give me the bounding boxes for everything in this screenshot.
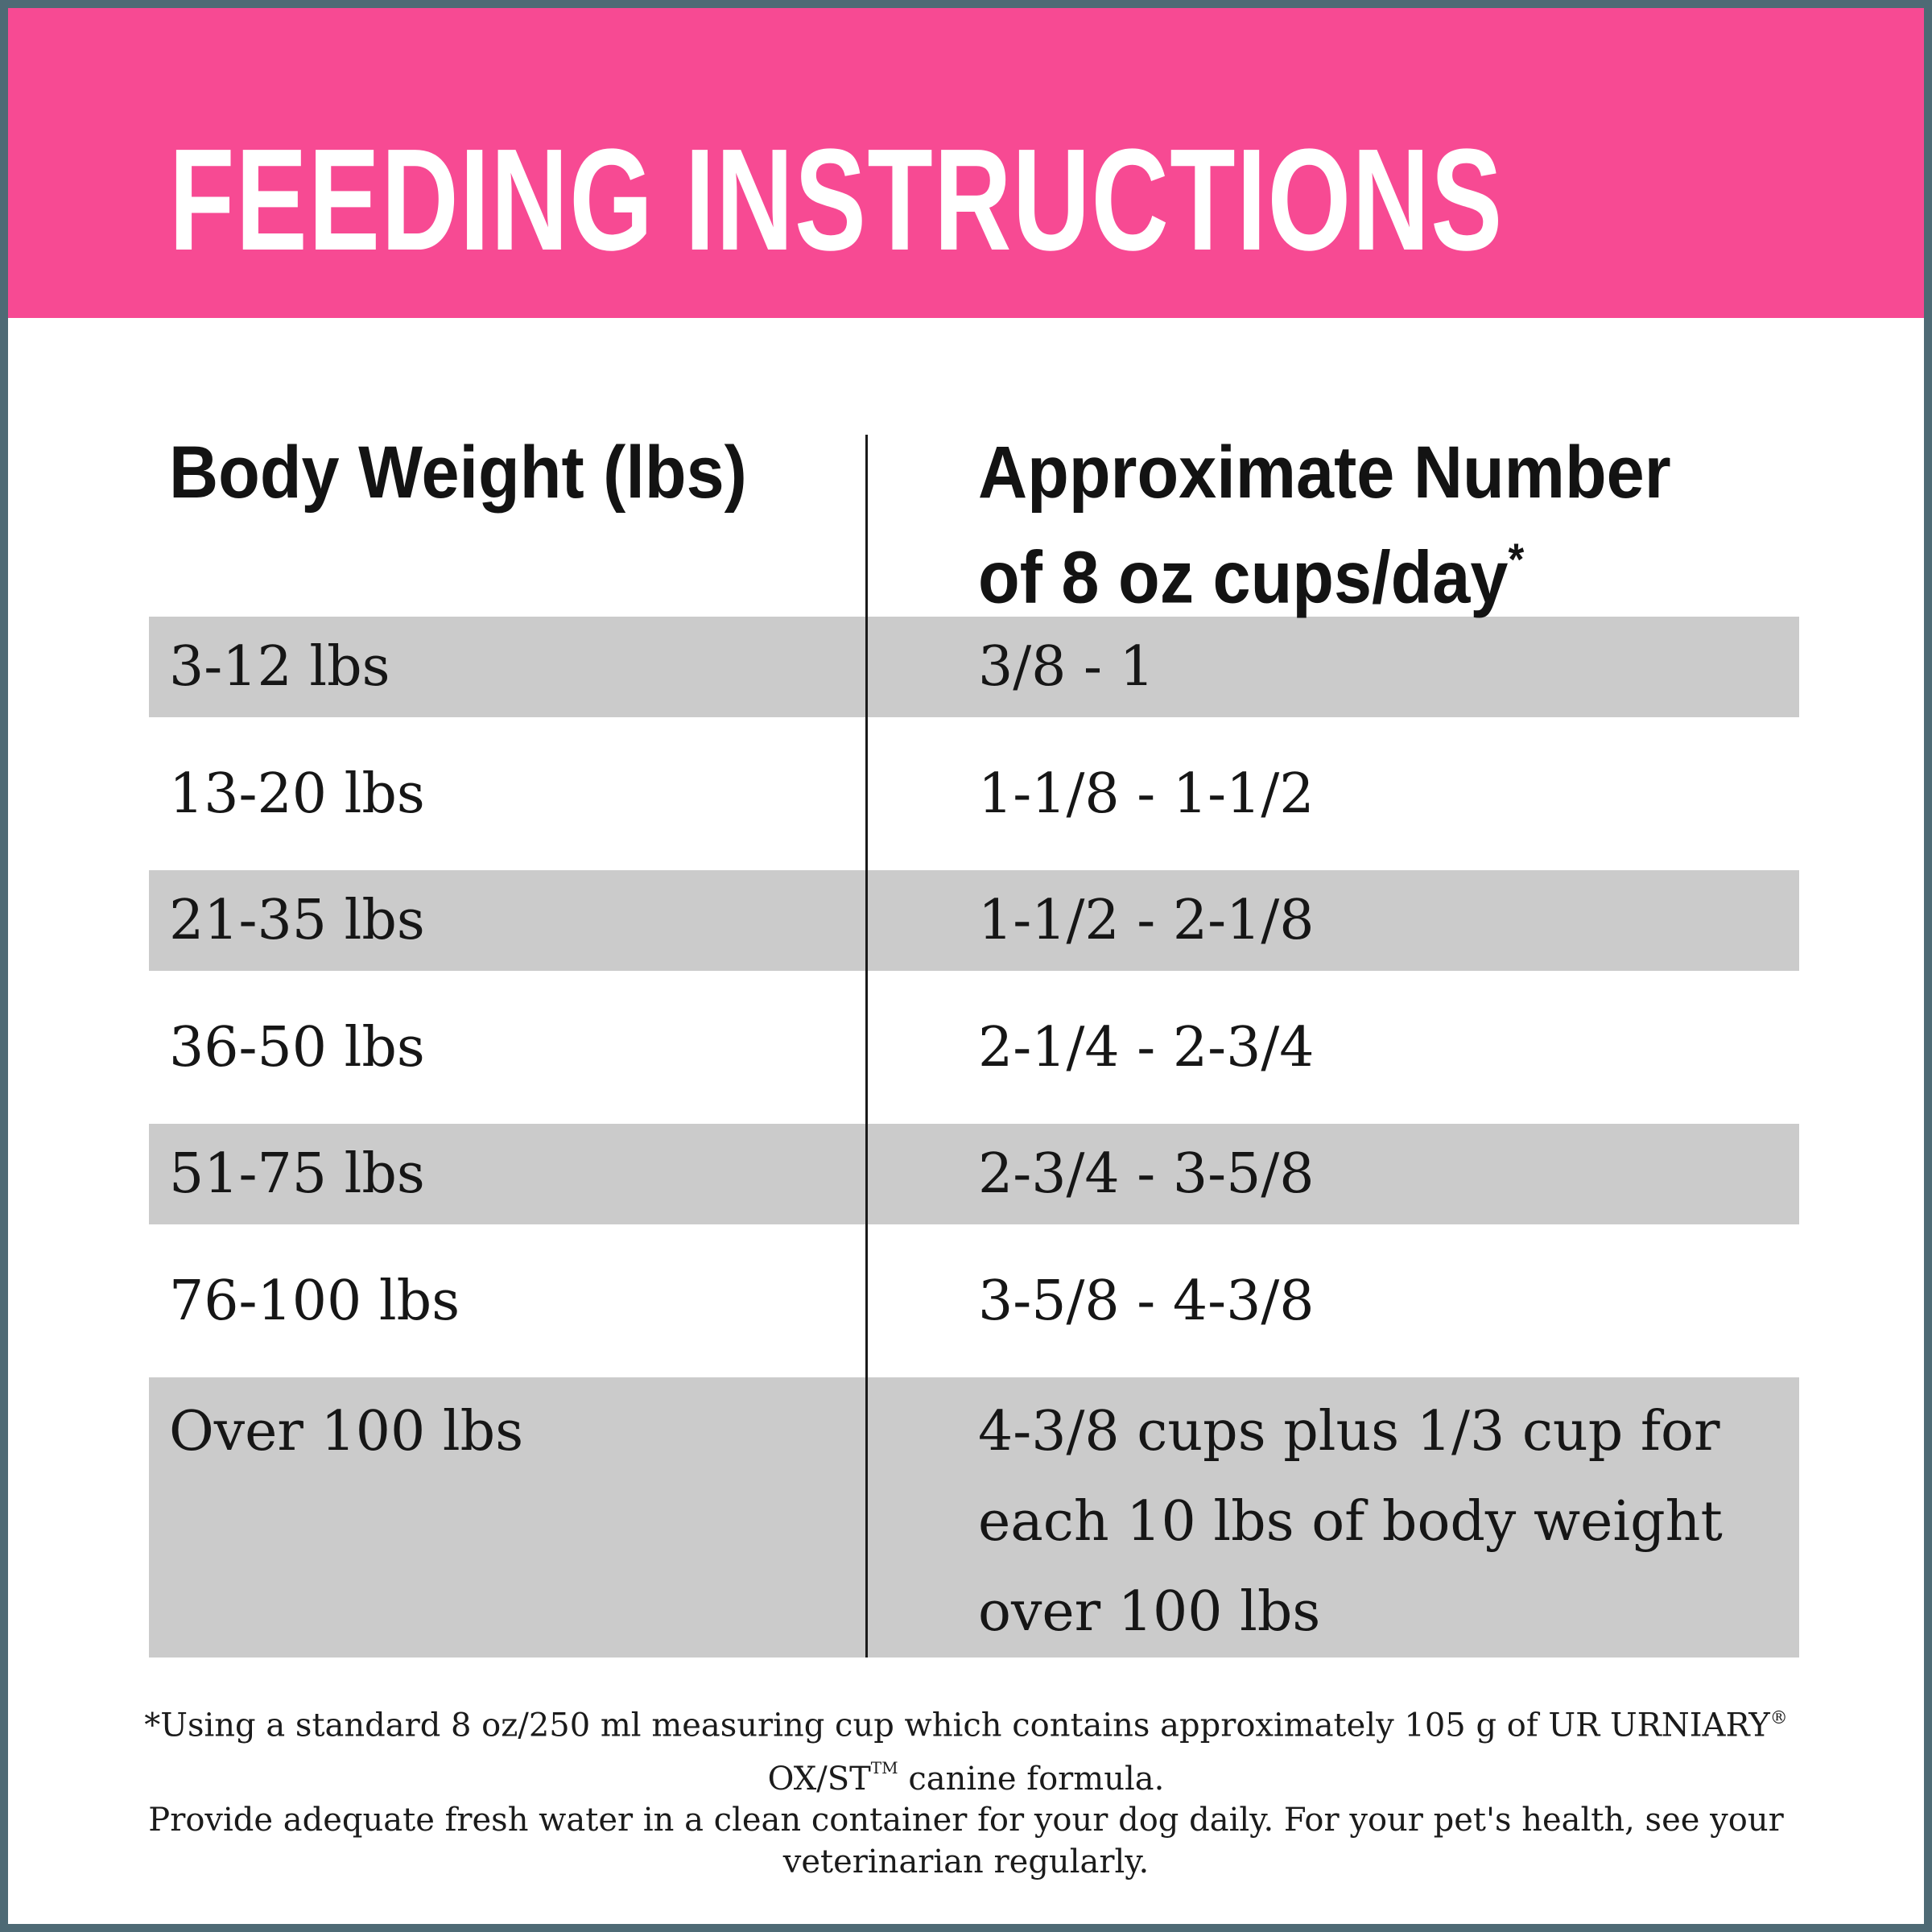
body-weight-cell: 13-20 lbs [169, 762, 425, 826]
table-header-row: Body Weight (lbs) Approximate Number of 8… [149, 318, 1800, 619]
cups-cell: 4-3/8 cups plus 1/3 cup for each 10 lbs … [978, 1400, 1723, 1644]
column-divider [865, 435, 868, 1657]
body-weight-cell: 76-100 lbs [169, 1269, 460, 1333]
body-weight-cell: 36-50 lbs [169, 1015, 425, 1080]
footnote-line1: *Using a standard 8 oz/250 ml measuring … [97, 1698, 1835, 1799]
cups-header-line2: of 8 oz cups/day [978, 536, 1509, 619]
cups-cell: 3/8 - 1 [978, 635, 1154, 699]
table-row: 13-20 lbs 1-1/8 - 1-1/2 [149, 717, 1799, 870]
cups-header-line1: Approximate Number [978, 431, 1671, 514]
cups-cell: 2-1/4 - 2-3/4 [978, 1015, 1315, 1080]
table-row: 21-35 lbs 1-1/2 - 2-1/8 [149, 870, 1799, 971]
column-header-cups: Approximate Number of 8 oz cups/day* [867, 429, 1800, 619]
column-header-body-weight: Body Weight (lbs) [149, 429, 867, 617]
feeding-table: Body Weight (lbs) Approximate Number of 8… [149, 318, 1799, 1657]
footnote-line2: Provide adequate fresh water in a clean … [148, 1802, 1784, 1881]
header-banner: FEEDING INSTRUCTIONS [8, 8, 1924, 318]
table-row: 51-75 lbs 2-3/4 - 3-5/8 [149, 1124, 1799, 1224]
footnote: *Using a standard 8 oz/250 ml measuring … [97, 1698, 1835, 1883]
table-row: 76-100 lbs 3-5/8 - 4-3/8 [149, 1224, 1799, 1377]
cups-header-label: Approximate Number of 8 oz cups/day* [978, 429, 1671, 621]
footnote-line1-text3: canine formula. [898, 1760, 1165, 1798]
registered-trademark-symbol: ® [1769, 1708, 1788, 1728]
cups-cell: 1-1/8 - 1-1/2 [978, 762, 1315, 826]
page-title: FEEDING INSTRUCTIONS [169, 119, 1504, 281]
body-weight-cell: Over 100 lbs [169, 1400, 524, 1463]
footnote-line1-text2: OX/ST [767, 1760, 871, 1798]
cups-cell: 2-3/4 - 3-5/8 [978, 1142, 1315, 1206]
trademark-symbol: TM [870, 1757, 898, 1777]
table-row: Over 100 lbs 4-3/8 cups plus 1/3 cup for… [149, 1377, 1799, 1657]
body-weight-cell: 3-12 lbs [169, 635, 390, 699]
cups-cell: 1-1/2 - 2-1/8 [978, 889, 1315, 952]
body-weight-cell: 21-35 lbs [169, 889, 425, 952]
table-row: 3-12 lbs 3/8 - 1 [149, 617, 1799, 717]
body-weight-cell: 51-75 lbs [169, 1142, 425, 1206]
table-row: 36-50 lbs 2-1/4 - 2-3/4 [149, 971, 1799, 1124]
cups-cell: 3-5/8 - 4-3/8 [978, 1269, 1315, 1333]
cups-header-asterisk: * [1508, 535, 1525, 584]
footnote-line1-text: *Using a standard 8 oz/250 ml measuring … [144, 1707, 1770, 1744]
body-weight-header-label: Body Weight (lbs) [169, 431, 747, 514]
